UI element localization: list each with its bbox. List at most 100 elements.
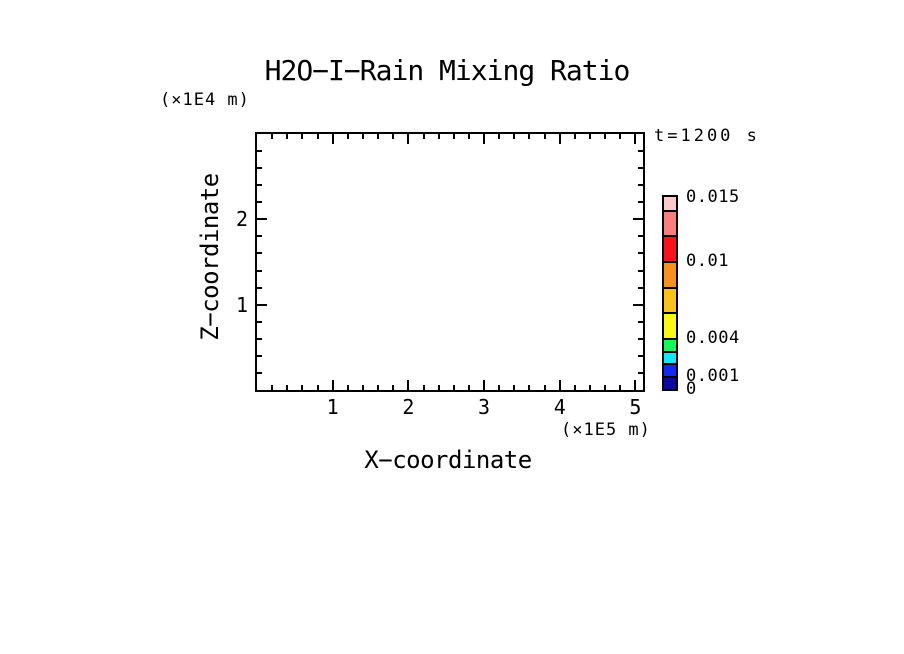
- y-minor-tick: [257, 269, 262, 272]
- y-minor-tick: [257, 252, 262, 255]
- x-minor-tick: [619, 385, 622, 390]
- colorbar-tick-label: 0: [686, 379, 697, 399]
- colorbar-tick-label: 0.004: [686, 327, 740, 348]
- x-minor-tick: [573, 385, 576, 390]
- y-minor-tick: [638, 354, 643, 357]
- y-minor-tick: [638, 286, 643, 289]
- x-minor-tick: [422, 385, 425, 390]
- x-minor-tick: [437, 134, 440, 139]
- x-minor-tick: [467, 134, 470, 139]
- x-minor-tick: [513, 385, 516, 390]
- x-tick-label: 2: [402, 395, 415, 419]
- x-minor-tick: [377, 134, 380, 139]
- x-minor-tick: [392, 385, 395, 390]
- x-minor-tick: [543, 385, 546, 390]
- x-minor-tick: [452, 134, 455, 139]
- y-minor-tick: [257, 354, 262, 357]
- plot-title: H2O−I−Rain Mixing Ratio: [264, 54, 631, 87]
- colorbar-segment: [664, 261, 676, 287]
- y-minor-tick: [638, 167, 643, 170]
- x-minor-tick: [301, 134, 304, 139]
- colorbar: [662, 195, 678, 391]
- y-tick-label: 1: [235, 292, 248, 317]
- x-minor-tick: [286, 134, 289, 139]
- colorbar-segment: [664, 376, 676, 389]
- x-minor-tick: [604, 134, 607, 139]
- x-axis-unit-label: (×1E5 m): [561, 420, 651, 440]
- x-major-tick: [634, 380, 637, 390]
- colorbar-segment: [664, 363, 676, 377]
- x-minor-tick: [271, 134, 274, 139]
- x-minor-tick: [392, 134, 395, 139]
- x-major-tick: [558, 380, 561, 390]
- y-minor-tick: [257, 167, 262, 170]
- colorbar-segment: [664, 235, 676, 261]
- y-minor-tick: [257, 320, 262, 323]
- y-minor-tick: [257, 337, 262, 340]
- x-minor-tick: [604, 385, 607, 390]
- x-minor-tick: [361, 385, 364, 390]
- x-minor-tick: [377, 385, 380, 390]
- y-minor-tick: [257, 201, 262, 204]
- x-minor-tick: [528, 134, 531, 139]
- x-minor-tick: [619, 134, 622, 139]
- y-major-tick: [633, 218, 643, 221]
- y-minor-tick: [638, 201, 643, 204]
- colorbar-segment: [664, 286, 676, 313]
- y-minor-tick: [257, 286, 262, 289]
- x-minor-tick: [573, 134, 576, 139]
- y-minor-tick: [638, 235, 643, 238]
- x-tick-label: 1: [326, 395, 339, 419]
- x-minor-tick: [316, 385, 319, 390]
- x-minor-tick: [346, 385, 349, 390]
- x-minor-tick: [316, 134, 319, 139]
- colorbar-segment: [664, 337, 676, 351]
- y-minor-tick: [638, 269, 643, 272]
- x-minor-tick: [467, 385, 470, 390]
- x-minor-tick: [498, 134, 501, 139]
- x-minor-tick: [361, 134, 364, 139]
- y-axis-unit-label: (×1E4 m): [160, 90, 250, 110]
- x-tick-label: 3: [478, 395, 491, 419]
- colorbar-segment: [664, 350, 676, 364]
- y-minor-tick: [257, 150, 262, 153]
- x-major-tick: [331, 380, 334, 390]
- colorbar-tick-label: 0.01: [686, 251, 729, 271]
- y-minor-tick: [638, 184, 643, 187]
- x-minor-tick: [437, 385, 440, 390]
- y-minor-tick: [638, 252, 643, 255]
- x-major-tick: [407, 380, 410, 390]
- x-minor-tick: [589, 385, 592, 390]
- x-major-tick: [407, 134, 410, 144]
- x-minor-tick: [543, 134, 546, 139]
- y-major-tick: [257, 218, 267, 221]
- y-minor-tick: [257, 235, 262, 238]
- x-major-tick: [558, 134, 561, 144]
- x-major-tick: [483, 380, 486, 390]
- colorbar-segment: [664, 209, 676, 236]
- time-annotation: t=1200 s: [654, 126, 760, 146]
- x-minor-tick: [513, 134, 516, 139]
- x-minor-tick: [422, 134, 425, 139]
- x-minor-tick: [452, 385, 455, 390]
- x-minor-tick: [286, 385, 289, 390]
- x-minor-tick: [271, 385, 274, 390]
- colorbar-tick-label: 0.001: [686, 366, 740, 387]
- x-major-tick: [483, 134, 486, 144]
- x-minor-tick: [346, 134, 349, 139]
- x-tick-label: 4: [553, 395, 566, 419]
- plot-area: [255, 132, 645, 392]
- y-axis-title: Z−coordinate: [196, 173, 224, 341]
- y-minor-tick: [638, 371, 643, 374]
- y-minor-tick: [638, 320, 643, 323]
- x-minor-tick: [589, 134, 592, 139]
- x-tick-label: 5: [629, 395, 642, 419]
- x-minor-tick: [498, 385, 501, 390]
- y-major-tick: [257, 303, 267, 306]
- y-minor-tick: [257, 184, 262, 187]
- y-tick-label: 2: [235, 207, 248, 232]
- x-axis-title: X−coordinate: [364, 446, 532, 474]
- y-minor-tick: [638, 150, 643, 153]
- colorbar-segment: [664, 312, 676, 338]
